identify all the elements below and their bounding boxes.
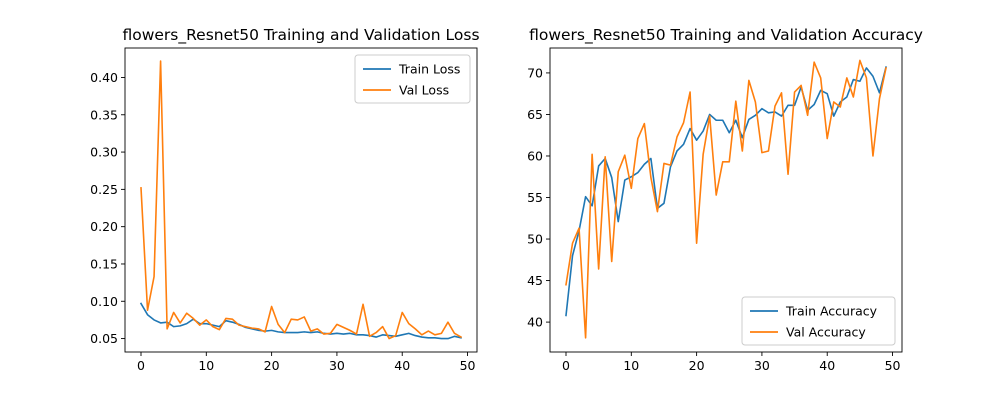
loss-y-tick-label: 0.15: [90, 256, 118, 271]
loss-axes-frame: [124, 47, 478, 353]
loss-x-tick-label: 40: [394, 358, 410, 373]
accuracy-x-tick-label: 0: [562, 358, 570, 373]
loss-legend-box: [354, 54, 471, 104]
accuracy-axes-frame: [549, 47, 903, 353]
accuracy-y-tick-label: 55: [527, 190, 543, 205]
accuracy-y-tick-label: 40: [527, 315, 543, 330]
accuracy-chart: flowers_Resnet50 Training and Validation…: [527, 26, 923, 373]
loss-x-tick-label: 0: [137, 358, 145, 373]
loss-x-tick-label: 10: [198, 358, 214, 373]
loss-y-tick-label: 0.10: [90, 294, 118, 309]
loss-y-tick-label: 0.05: [90, 331, 118, 346]
accuracy-y-tick-label: 60: [527, 148, 543, 163]
loss-legend-label-train: Train Loss: [398, 62, 460, 77]
accuracy-legend: Train Accuracy Val Accuracy: [741, 296, 896, 346]
accuracy-y-tick-label: 50: [527, 232, 543, 247]
accuracy-legend-box: [741, 296, 896, 346]
loss-chart: flowers_Resnet50 Training and Validation…: [90, 26, 479, 373]
loss-y-tick-label: 0.25: [90, 182, 118, 197]
loss-y-tick-label: 0.30: [90, 145, 118, 160]
loss-x-tick-label: 50: [460, 358, 476, 373]
loss-y-tick-label: 0.35: [90, 107, 118, 122]
loss-legend: Train Loss Val Loss: [354, 54, 471, 104]
loss-legend-label-val: Val Loss: [399, 83, 449, 98]
loss-series-line-val: [140, 60, 463, 340]
accuracy-x-tick-label: 10: [623, 358, 639, 373]
accuracy-legend-label-train: Train Accuracy: [785, 304, 878, 319]
accuracy-series-line-val: [565, 59, 887, 339]
accuracy-x-tick-label: 30: [754, 358, 770, 373]
loss-x-tick-label: 20: [264, 358, 280, 373]
loss-chart-title: flowers_Resnet50 Training and Validation…: [122, 26, 479, 45]
accuracy-chart-title: flowers_Resnet50 Training and Validation…: [529, 26, 923, 45]
loss-x-tick-label: 30: [329, 358, 345, 373]
accuracy-x-tick-label: 50: [885, 358, 901, 373]
loss-series-line-train: [139, 302, 462, 340]
accuracy-x-tick-label: 20: [689, 358, 705, 373]
accuracy-legend-label-val: Val Accuracy: [786, 325, 866, 340]
accuracy-y-tick-label: 45: [527, 273, 543, 288]
accuracy-y-tick-label: 70: [527, 65, 543, 80]
accuracy-x-tick-label: 40: [819, 358, 835, 373]
loss-y-tick-label: 0.40: [90, 70, 118, 85]
accuracy-y-tick-label: 65: [527, 107, 543, 122]
loss-y-tick-label: 0.20: [90, 219, 118, 234]
